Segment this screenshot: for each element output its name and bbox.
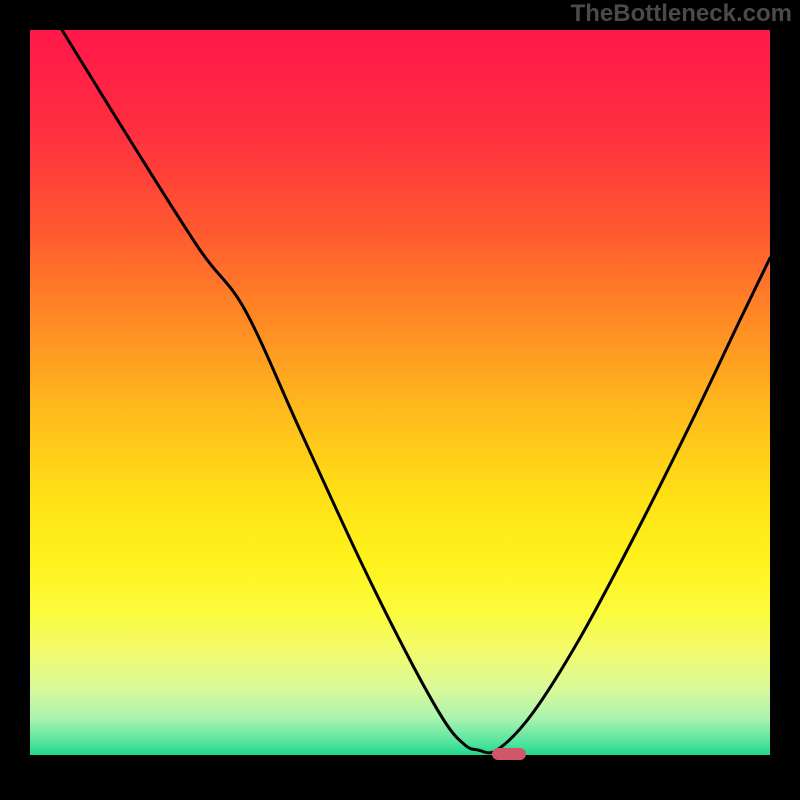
chart-canvas: { "watermark": { "text": "TheBottleneck.…: [0, 0, 800, 800]
gradient-plot-area: [30, 30, 770, 755]
watermark-text: TheBottleneck.com: [571, 0, 792, 28]
bottleneck-chart: [0, 0, 800, 800]
optimal-marker: [492, 748, 526, 760]
